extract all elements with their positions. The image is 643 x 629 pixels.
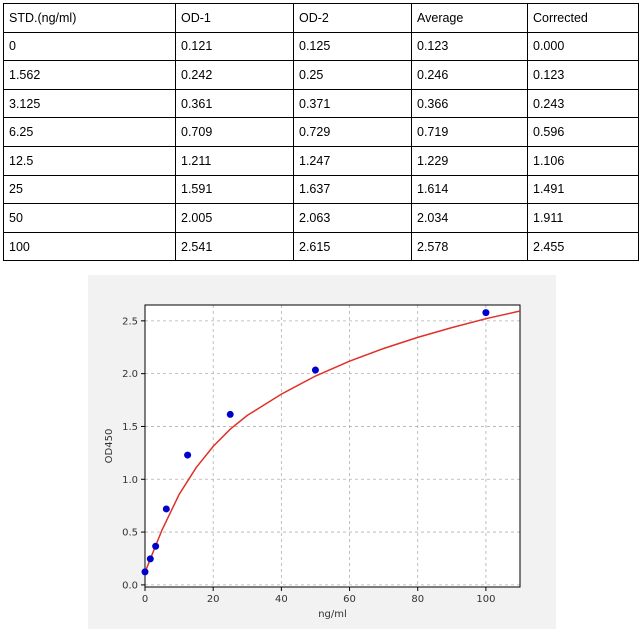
chart-panel: 0 20 40 60 80 100 0.0 0.5 1.0 1.5 2.0 2.5 ng/ml OD450 [88,275,556,629]
header-corrected: Corrected [527,3,639,33]
standard-curve-chart: 0 20 40 60 80 100 0.0 0.5 1.0 1.5 2.0 2.5 ng/ml OD450 [104,304,521,620]
table-row: 6.25 0.709 0.729 0.719 0.596 [3,117,639,147]
cell-std: 12.5 [3,145,176,176]
table-row: 1.562 0.242 0.25 0.246 0.123 [3,60,639,90]
cell-od1: 1.211 [175,145,294,176]
cell-corrected: 2.455 [527,231,639,262]
cell-od1: 2.005 [175,203,294,233]
cell-corrected: 1.106 [527,145,639,176]
cell-std: 100 [3,231,176,262]
cell-std: 50 [3,203,176,233]
x-tick-label: 40 [275,594,288,605]
cell-corrected: 0.243 [527,88,639,119]
cell-std: 6.25 [3,117,176,147]
cell-od2: 2.063 [293,203,412,233]
cell-average: 0.246 [411,60,528,90]
table-row: 3.125 0.361 0.371 0.366 0.243 [3,88,639,119]
data-point [152,542,160,550]
plot-area [145,305,520,587]
cell-od1: 0.361 [175,88,294,119]
cell-od1: 2.541 [175,231,294,262]
x-tick-label: 60 [343,594,356,605]
cell-od2: 2.615 [293,231,412,262]
y-axis-label: OD450 [104,429,115,464]
data-point [146,555,154,563]
x-tick-label: 20 [207,594,220,605]
cell-od1: 0.121 [175,31,294,62]
cell-corrected: 0.123 [527,60,639,90]
cell-od2: 0.729 [293,117,412,147]
header-std: STD.(ng/ml) [3,3,176,33]
cell-od1: 0.709 [175,117,294,147]
plot-frame [144,304,521,588]
data-point [482,309,490,317]
data-point [311,366,319,374]
x-axis-label: ng/ml [318,609,347,620]
header-od1: OD-1 [175,3,294,33]
cell-average: 2.578 [411,231,528,262]
cell-std: 25 [3,174,176,205]
cell-average: 1.229 [411,145,528,176]
cell-od2: 0.125 [293,31,412,62]
x-tick-label: 80 [411,594,424,605]
table-row: 25 1.591 1.637 1.614 1.491 [3,174,639,205]
cell-std: 1.562 [3,60,176,90]
table-header-row: STD.(ng/ml) OD-1 OD-2 Average Corrected [3,3,639,33]
header-od2: OD-2 [293,3,412,33]
cell-od2: 0.25 [293,60,412,90]
cell-average: 2.034 [411,203,528,233]
cell-average: 0.123 [411,31,528,62]
cell-od1: 0.242 [175,60,294,90]
data-point [162,505,170,513]
cell-corrected: 1.491 [527,174,639,205]
cell-std: 3.125 [3,88,176,119]
table-row: 12.5 1.211 1.247 1.229 1.106 [3,145,639,176]
cell-od2: 0.371 [293,88,412,119]
cell-average: 0.719 [411,117,528,147]
cell-od1: 1.591 [175,174,294,205]
cell-std: 0 [3,31,176,62]
cell-average: 1.614 [411,174,528,205]
cell-corrected: 0.596 [527,117,639,147]
x-tick-label: 0 [142,594,148,605]
cell-corrected: 0.000 [527,31,639,62]
y-tick-label: 1.0 [122,475,138,486]
x-tick-label: 100 [476,594,495,605]
y-tick-label: 1.5 [122,422,138,433]
table-row: 50 2.005 2.063 2.034 1.911 [3,203,639,233]
cell-od2: 1.247 [293,145,412,176]
fit-curve [144,310,521,573]
cell-od2: 1.637 [293,174,412,205]
data-point [141,568,149,576]
y-tick-label: 2.0 [122,369,138,380]
header-average: Average [411,3,528,33]
data-point [184,451,192,459]
table-row: 100 2.541 2.615 2.578 2.455 [3,231,639,262]
table-row: 0 0.121 0.125 0.123 0.000 [3,31,639,62]
y-tick-label: 0.0 [122,580,138,591]
y-tick-label: 2.5 [122,316,138,327]
cell-corrected: 1.911 [527,203,639,233]
standard-curve-table: STD.(ng/ml) OD-1 OD-2 Average Corrected … [3,3,639,262]
cell-average: 0.366 [411,88,528,119]
y-tick-label: 0.5 [122,528,138,539]
data-point [226,410,234,418]
